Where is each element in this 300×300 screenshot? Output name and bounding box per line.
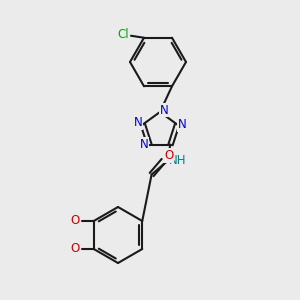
Text: N: N — [178, 118, 187, 131]
Text: N: N — [160, 103, 168, 116]
Text: O: O — [70, 242, 80, 256]
Text: NH: NH — [169, 154, 186, 167]
Text: O: O — [164, 149, 173, 162]
Text: N: N — [140, 138, 149, 151]
Text: N: N — [134, 116, 142, 129]
Text: O: O — [70, 214, 80, 227]
Text: Cl: Cl — [117, 28, 129, 41]
